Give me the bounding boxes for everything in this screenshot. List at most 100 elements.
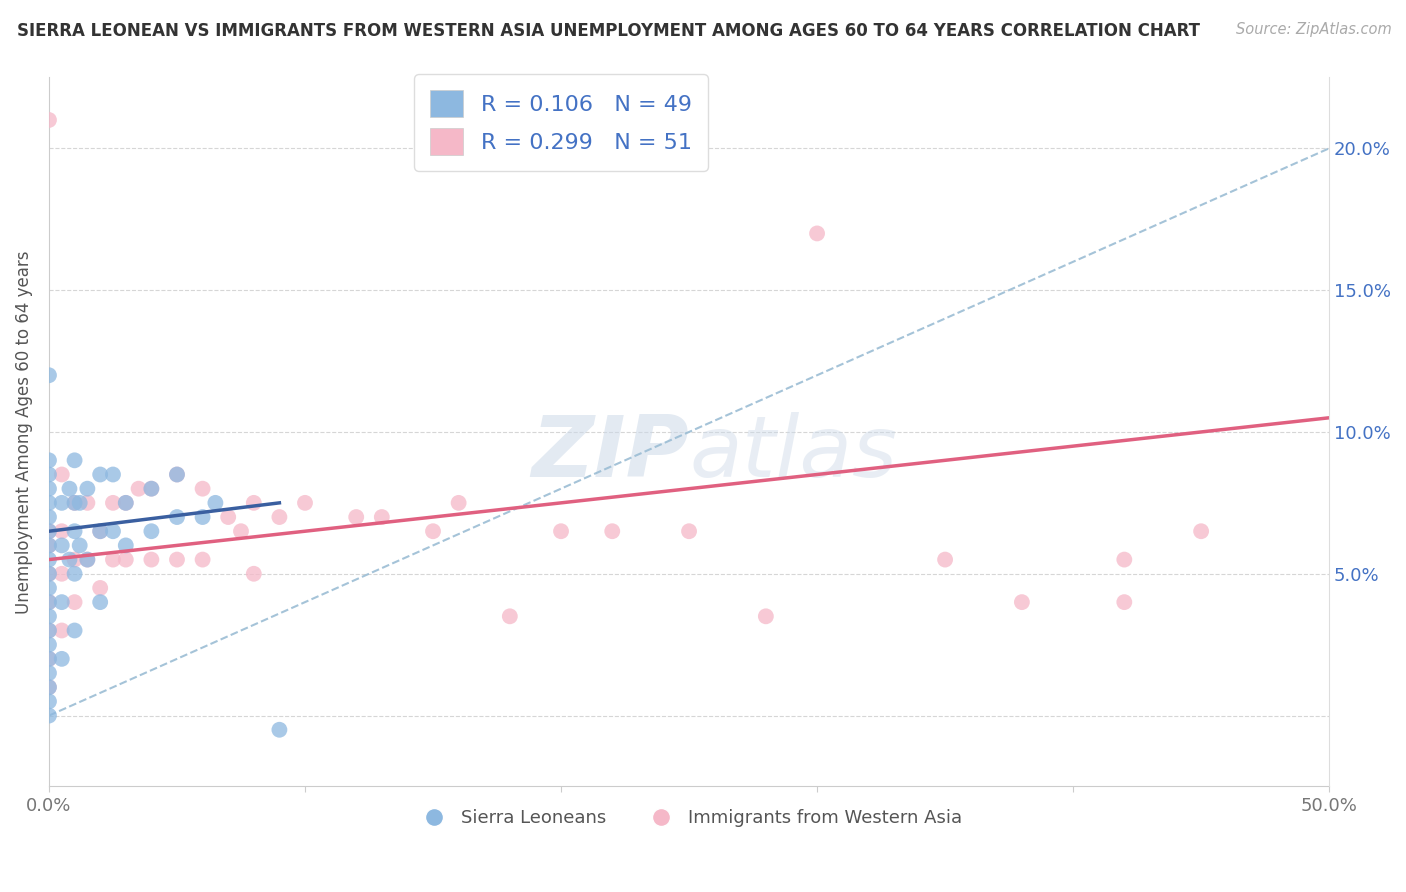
Point (38, 524, 60, 539)
Text: Source: ZipAtlas.com: Source: ZipAtlas.com (1236, 22, 1392, 37)
Point (191, 510, 214, 524)
Point (38, 638, 60, 652)
Point (128, 482, 150, 496)
Point (38, 666, 60, 681)
Point (63, 524, 86, 539)
Point (51, 652, 73, 666)
Point (101, 496, 124, 510)
Point (51, 538, 73, 552)
Point (447, 496, 470, 510)
Point (63, 595, 86, 609)
Point (38, 453, 60, 467)
Point (38, 524, 60, 539)
Point (934, 552, 956, 566)
Point (51, 624, 73, 638)
Point (499, 609, 522, 624)
Point (38, 566, 60, 581)
Point (76, 496, 98, 510)
Point (678, 524, 700, 539)
Point (371, 510, 394, 524)
Point (38, 581, 60, 595)
Point (600, 524, 623, 539)
Point (38, 708, 60, 723)
Point (51, 496, 73, 510)
Point (38, 482, 60, 496)
Point (38, 467, 60, 482)
Point (38, 652, 60, 666)
Point (38, 595, 60, 609)
Point (294, 496, 316, 510)
Point (63, 624, 86, 638)
Point (63, 496, 86, 510)
Point (1011, 595, 1033, 609)
Point (38, 694, 60, 708)
Point (38, 624, 60, 638)
Point (51, 524, 73, 539)
Point (229, 524, 252, 539)
Point (38, 552, 60, 566)
Y-axis label: Unemployment Among Ages 60 to 64 years: Unemployment Among Ages 60 to 64 years (15, 251, 32, 614)
Point (38, 496, 60, 510)
Point (344, 510, 367, 524)
Point (38, 652, 60, 666)
Point (166, 510, 188, 524)
Point (51, 467, 73, 482)
Point (101, 524, 124, 539)
Point (58, 552, 80, 566)
Point (76, 552, 98, 566)
Legend: Sierra Leoneans, Immigrants from Western Asia: Sierra Leoneans, Immigrants from Western… (409, 802, 969, 834)
Point (89, 595, 111, 609)
Point (204, 496, 226, 510)
Point (69, 496, 91, 510)
Point (63, 453, 86, 467)
Point (63, 566, 86, 581)
Point (1189, 524, 1212, 539)
Point (114, 538, 136, 552)
Point (1114, 552, 1136, 566)
Point (166, 467, 188, 482)
Point (141, 552, 163, 566)
Text: SIERRA LEONEAN VS IMMIGRANTS FROM WESTERN ASIA UNEMPLOYMENT AMONG AGES 60 TO 64 : SIERRA LEONEAN VS IMMIGRANTS FROM WESTER… (17, 22, 1199, 40)
Point (806, 227, 828, 241)
Point (141, 524, 163, 539)
Point (89, 467, 111, 482)
Point (58, 482, 80, 496)
Point (51, 595, 73, 609)
Point (166, 467, 188, 482)
Point (38, 680, 60, 694)
Point (38, 595, 60, 609)
Point (69, 538, 91, 552)
Point (191, 482, 214, 496)
Point (243, 496, 266, 510)
Point (101, 467, 124, 482)
Point (1114, 595, 1136, 609)
Point (63, 496, 86, 510)
Point (89, 581, 111, 595)
Point (141, 482, 163, 496)
Point (76, 482, 98, 496)
Point (269, 723, 291, 737)
Point (114, 496, 136, 510)
Point (755, 609, 778, 624)
Point (217, 510, 239, 524)
Point (38, 538, 60, 552)
Point (166, 552, 188, 566)
Point (38, 113, 60, 128)
Point (114, 552, 136, 566)
Text: ZIP: ZIP (531, 412, 689, 495)
Point (38, 609, 60, 624)
Point (114, 496, 136, 510)
Point (38, 566, 60, 581)
Point (38, 624, 60, 638)
Point (89, 524, 111, 539)
Point (243, 566, 266, 581)
Point (38, 538, 60, 552)
Point (89, 524, 111, 539)
Point (38, 510, 60, 524)
Point (38, 368, 60, 383)
Point (38, 680, 60, 694)
Point (51, 566, 73, 581)
Point (422, 524, 444, 539)
Point (141, 482, 163, 496)
Point (76, 552, 98, 566)
